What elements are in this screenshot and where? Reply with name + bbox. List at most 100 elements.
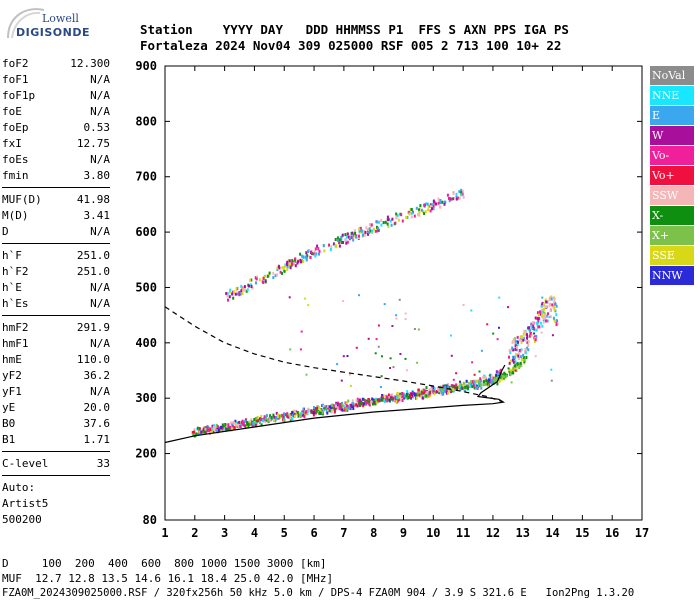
echo-point bbox=[516, 346, 519, 349]
echo-point bbox=[428, 388, 431, 392]
noise-point bbox=[471, 361, 474, 364]
param-value: 291.9 bbox=[76, 321, 110, 334]
echo-point bbox=[211, 424, 214, 428]
echo-point bbox=[315, 409, 318, 413]
echo-point bbox=[377, 226, 380, 230]
echo-point bbox=[441, 391, 444, 395]
echo-point bbox=[516, 365, 519, 369]
noise-point bbox=[304, 297, 307, 300]
param-name: hmE bbox=[2, 353, 22, 366]
echo-point bbox=[411, 210, 414, 214]
echo-point bbox=[338, 405, 341, 409]
echo-point bbox=[444, 386, 447, 389]
echo-point bbox=[286, 263, 289, 267]
echo-point bbox=[234, 292, 237, 296]
echo-point bbox=[531, 321, 534, 325]
echo-point bbox=[302, 407, 305, 411]
header-line1: Station YYYY DAY DDD HHMMSS P1 FFS S AXN… bbox=[140, 22, 569, 37]
echo-point bbox=[341, 405, 344, 409]
echo-point bbox=[256, 419, 259, 423]
echo-point bbox=[210, 429, 213, 433]
echo-point bbox=[255, 418, 258, 422]
echo-point bbox=[364, 402, 367, 406]
echo-point bbox=[344, 401, 347, 405]
echo-point bbox=[482, 383, 485, 387]
echo-point bbox=[544, 313, 547, 317]
echo-point bbox=[274, 274, 277, 278]
echo-point bbox=[213, 424, 216, 428]
echo-point bbox=[457, 385, 460, 389]
echo-point bbox=[248, 284, 250, 288]
echo-point bbox=[438, 389, 441, 393]
echo-point bbox=[286, 260, 289, 264]
echo-point bbox=[318, 406, 321, 410]
echo-point bbox=[325, 409, 328, 413]
echo-point bbox=[427, 208, 430, 212]
noise-point bbox=[470, 309, 473, 312]
param-name: D bbox=[2, 225, 9, 238]
echo-point bbox=[233, 426, 236, 430]
echo-point bbox=[516, 343, 519, 347]
param-row: fxI 12.75 bbox=[2, 136, 110, 152]
echo-point bbox=[437, 387, 439, 391]
echo-point bbox=[501, 375, 504, 379]
noise-point bbox=[377, 345, 380, 348]
noise-point bbox=[543, 311, 546, 314]
echo-point bbox=[429, 394, 432, 398]
echo-point bbox=[250, 285, 253, 288]
echo-point bbox=[346, 240, 349, 244]
legend-item: Vo+ bbox=[650, 166, 694, 185]
echo-point bbox=[254, 421, 257, 425]
echo-point bbox=[318, 249, 321, 253]
echo-point bbox=[193, 430, 195, 434]
echo-point bbox=[195, 432, 198, 436]
echo-point bbox=[253, 417, 256, 421]
echo-point bbox=[499, 375, 502, 379]
echo-point bbox=[272, 271, 275, 275]
param-name: h`F bbox=[2, 249, 22, 262]
echo-point bbox=[432, 386, 435, 390]
echo-point bbox=[206, 428, 209, 432]
echo-point bbox=[354, 229, 356, 233]
echo-point bbox=[352, 238, 355, 242]
echo-point bbox=[277, 264, 280, 268]
param-value: N/A bbox=[90, 73, 110, 86]
echo-point bbox=[238, 291, 241, 294]
echo-point bbox=[526, 336, 528, 340]
echo-point bbox=[198, 427, 201, 431]
echo-point bbox=[515, 342, 518, 346]
echo-point bbox=[213, 428, 216, 431]
echo-point bbox=[200, 430, 203, 434]
echo-point bbox=[362, 402, 365, 406]
echo-point bbox=[490, 379, 493, 383]
echo-point bbox=[439, 199, 442, 202]
param-row: foF2 12.300 bbox=[2, 56, 110, 72]
param-value: N/A bbox=[90, 153, 110, 166]
param-name: foF1 bbox=[2, 73, 29, 86]
echo-point bbox=[331, 406, 334, 410]
echo-point bbox=[496, 370, 499, 374]
echo-point bbox=[514, 355, 517, 359]
echo-point bbox=[293, 415, 296, 418]
echo-point bbox=[508, 368, 511, 372]
y-tick-label: 200 bbox=[135, 447, 157, 461]
echo-point bbox=[482, 375, 485, 379]
echo-point bbox=[533, 339, 536, 343]
echo-point bbox=[462, 385, 465, 389]
echo-point bbox=[541, 324, 544, 328]
echo-point bbox=[405, 394, 408, 398]
echo-point bbox=[538, 325, 541, 329]
echo-point bbox=[443, 389, 446, 393]
echo-point bbox=[328, 409, 331, 413]
echo-point bbox=[225, 428, 228, 432]
echo-point bbox=[308, 409, 311, 413]
echo-point bbox=[284, 263, 287, 267]
echo-point bbox=[383, 399, 386, 402]
echo-point bbox=[536, 321, 539, 325]
extrapolated-profile-line bbox=[164, 306, 503, 403]
echo-point bbox=[329, 405, 332, 409]
param-value: N/A bbox=[90, 337, 110, 350]
param-row: yE 20.0 bbox=[2, 400, 110, 416]
echo-point bbox=[304, 411, 307, 415]
noise-point bbox=[288, 296, 291, 299]
